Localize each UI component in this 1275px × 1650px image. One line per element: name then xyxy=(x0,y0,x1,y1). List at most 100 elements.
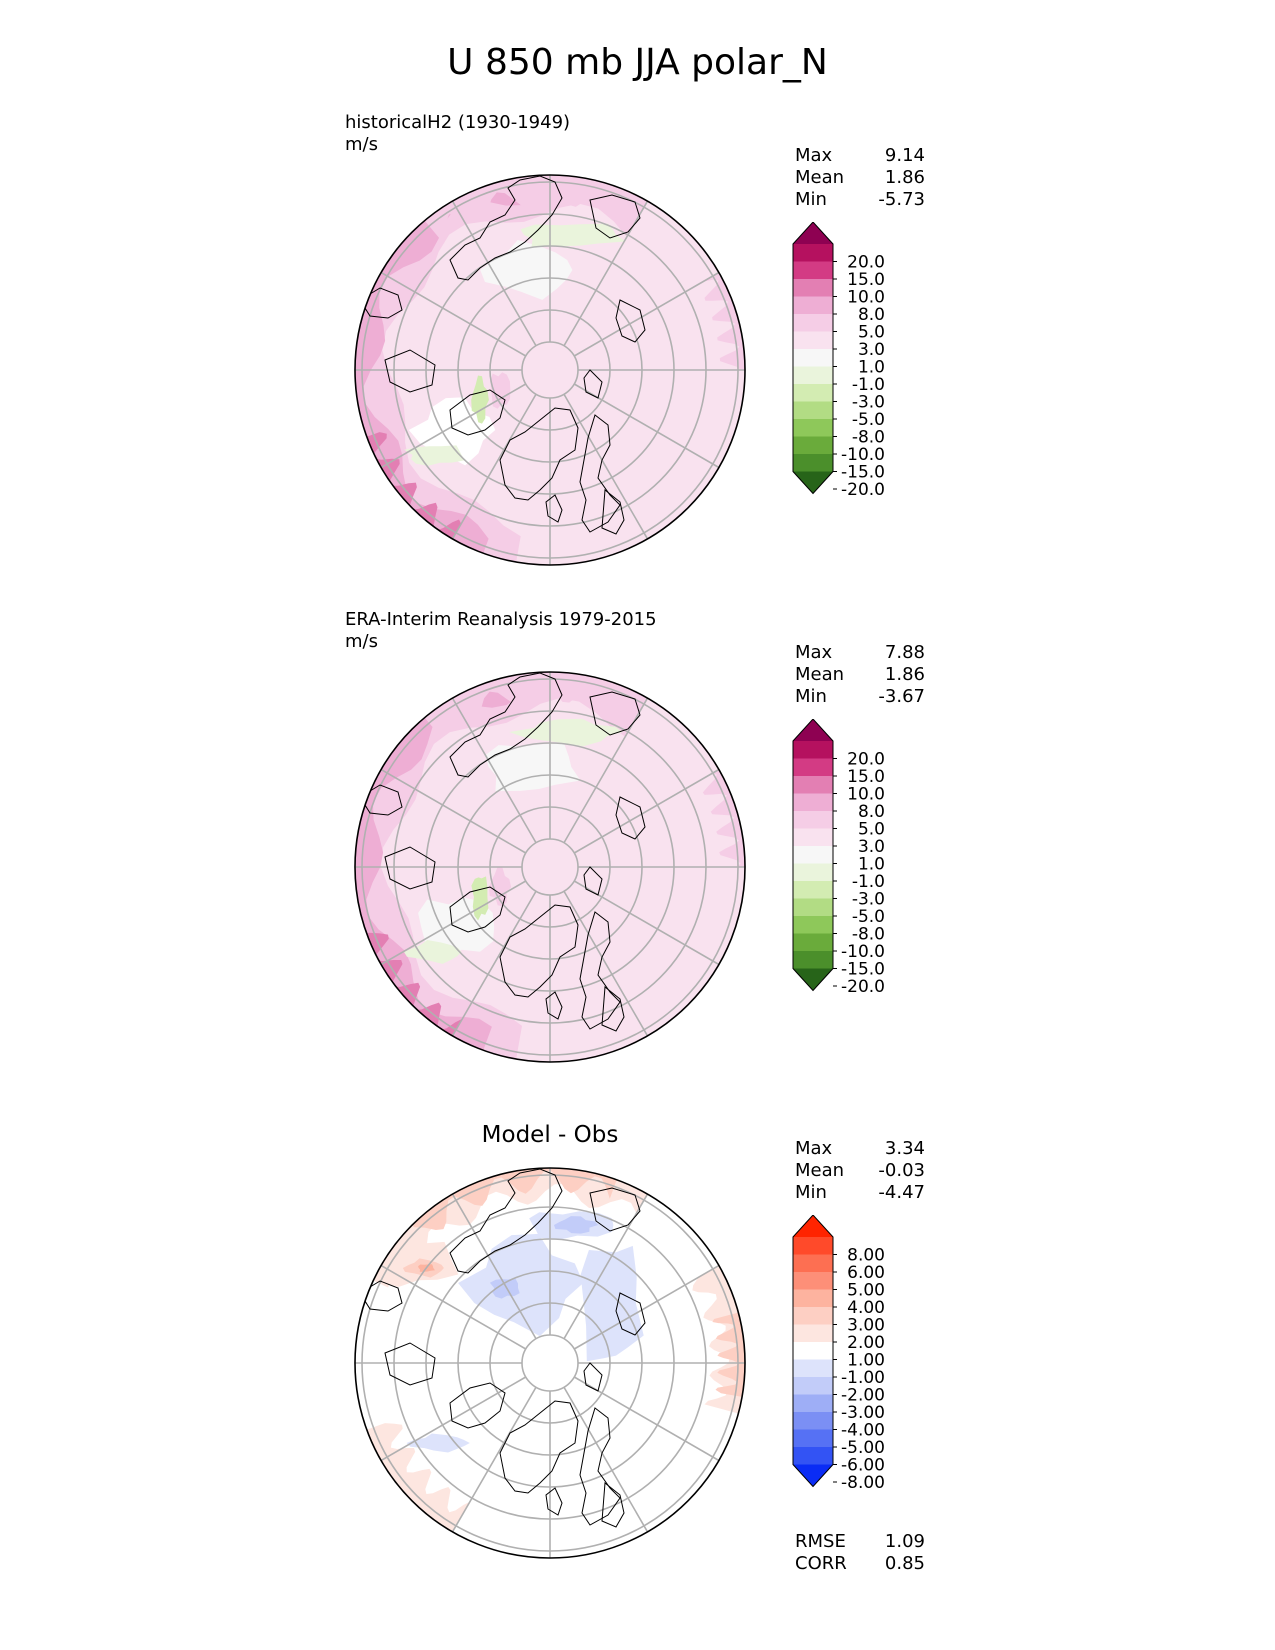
mean-label: Mean xyxy=(795,167,845,188)
stats-block: Max 3.34 Mean -0.03 Min -4.47 xyxy=(795,1138,925,1204)
contour-band xyxy=(362,932,463,1041)
colorbar-tick-label: 15.0 xyxy=(847,767,885,787)
panel-title: historicalH2 (1930-1949) m/s xyxy=(345,112,570,156)
metrics-block: RMSE 1.09 CORR 0.85 xyxy=(795,1531,925,1575)
colorbar: 20.015.010.08.05.03.01.0-1.0-3.0-5.0-8.0… xyxy=(792,222,885,500)
contour-band xyxy=(368,1168,650,1288)
colorbar-tick-label: -8.0 xyxy=(852,925,885,945)
contour-band xyxy=(355,672,745,1062)
colorbar-extend-bottom xyxy=(793,471,833,494)
contour-band xyxy=(489,1278,520,1299)
colorbar-tick-label: 3.0 xyxy=(858,340,885,360)
colorbar-segment xyxy=(793,758,833,777)
colorbar-segment xyxy=(793,454,833,472)
colorbar-extend-top xyxy=(793,222,833,244)
colorbar-tick-label: 20.0 xyxy=(847,750,885,770)
colorbar-tick-label: 10.0 xyxy=(847,288,885,308)
colorbar-tick-label: 1.0 xyxy=(858,855,885,875)
map-boundary xyxy=(354,1167,746,1559)
corr-value: 0.85 xyxy=(884,1553,925,1574)
contour-band xyxy=(404,445,466,466)
panel-center-title: Model - Obs xyxy=(481,1122,619,1148)
colorbar-segment xyxy=(793,349,833,367)
colorbar-tick-label: 15.0 xyxy=(847,270,885,290)
colorbar-segment xyxy=(793,1272,833,1290)
colorbar-segment xyxy=(793,881,833,899)
min-value: -3.67 xyxy=(878,686,925,707)
colorbar-tick-label: -10.0 xyxy=(841,445,885,465)
colorbar-segment xyxy=(793,1429,833,1448)
stats-block: Max 7.88 Mean 1.86 Min -3.67 xyxy=(795,642,925,708)
colorbar-tick-label: -10.0 xyxy=(841,942,885,962)
panel-title-line1: ERA-Interim Reanalysis 1979-2015 xyxy=(345,609,657,630)
colorbar-segment xyxy=(793,331,833,350)
colorbar-tick-label: -8.0 xyxy=(852,428,885,448)
colorbar-tick-label: 8.00 xyxy=(847,1246,885,1266)
polar-map xyxy=(354,174,746,566)
colorbar-tick-label: -5.00 xyxy=(841,1438,885,1458)
colorbar-segment xyxy=(793,296,833,315)
colorbar-segment xyxy=(793,1307,833,1325)
contour-band xyxy=(580,1245,644,1362)
colorbar-segment xyxy=(793,1324,833,1343)
colorbar-tick-label: 5.0 xyxy=(858,820,885,840)
colorbar-tick-label: -3.00 xyxy=(841,1403,885,1423)
max-label: Max xyxy=(795,642,833,663)
contour-band xyxy=(362,432,462,544)
contour-band xyxy=(509,718,623,747)
colorbar-tick-label: -8.00 xyxy=(841,1473,885,1493)
max-value: 7.88 xyxy=(884,642,925,663)
coastlines xyxy=(359,672,646,1032)
mean-value: -0.03 xyxy=(878,1160,925,1181)
colorbar-tick-label: 1.0 xyxy=(858,358,885,378)
panel-difference: Model - Obs Max 3.34 Mean -0.03 Min -4.47 8… xyxy=(0,0,1275,1574)
colorbar-tick-label: -3.0 xyxy=(852,393,885,413)
map-fill xyxy=(355,1168,745,1558)
colorbar: 20.015.010.08.05.03.01.0-1.0-3.0-5.0-8.0… xyxy=(792,719,885,997)
colorbar-segment xyxy=(793,384,833,402)
colorbar-tick-label: -3.0 xyxy=(852,890,885,910)
colorbar-segment xyxy=(793,811,833,829)
colorbar: 8.006.005.004.003.002.001.00-1.00-2.00-3… xyxy=(792,1215,885,1493)
contour-band xyxy=(471,375,489,424)
contour-band xyxy=(406,1433,470,1453)
colorbar-tick-label: 3.0 xyxy=(858,837,885,857)
colorbar-tick-label: -15.0 xyxy=(841,463,885,483)
colorbar-tick-label: -2.00 xyxy=(841,1386,885,1406)
max-label: Max xyxy=(795,1138,833,1159)
colorbar-segment xyxy=(793,793,833,812)
colorbar-segment xyxy=(793,1377,833,1395)
mean-value: 1.86 xyxy=(884,167,925,188)
colorbar-tick-label: 4.00 xyxy=(847,1298,885,1318)
colorbar-tick-label: -1.0 xyxy=(852,375,885,395)
colorbar-segment xyxy=(793,1412,833,1430)
colorbar-extend-top xyxy=(793,719,833,741)
mean-label: Mean xyxy=(795,664,845,685)
colorbar-tick-label: 8.0 xyxy=(858,305,885,325)
contour-band xyxy=(404,940,462,964)
contour-band xyxy=(355,175,745,565)
colorbar-tick-label: -1.0 xyxy=(852,872,885,892)
min-label: Min xyxy=(795,1182,827,1203)
colorbar-segment xyxy=(793,933,833,952)
colorbar-tick-label: -5.0 xyxy=(852,907,885,927)
colorbar-segment xyxy=(793,314,833,332)
colorbar-segment xyxy=(793,846,833,864)
min-label: Min xyxy=(795,189,827,210)
corr-label: CORR xyxy=(795,1553,847,1574)
min-value: -4.47 xyxy=(878,1182,925,1203)
colorbar-tick-label: 10.0 xyxy=(847,785,885,805)
max-value: 3.34 xyxy=(884,1138,925,1159)
colorbar-tick-label: 2.00 xyxy=(847,1333,885,1353)
colorbar-segment xyxy=(793,1359,833,1378)
colorbar-tick-label: 5.0 xyxy=(858,323,885,343)
max-label: Max xyxy=(795,145,833,166)
panel-units: m/s xyxy=(345,134,378,155)
colorbar-extend-top xyxy=(793,1215,833,1237)
panel-reference: ERA-Interim Reanalysis 1979-2015 m/s Max… xyxy=(0,0,1275,1063)
contour-band xyxy=(703,270,745,370)
colorbar-tick-label: -1.00 xyxy=(841,1368,885,1388)
colorbar-tick-label: 5.00 xyxy=(847,1281,885,1301)
colorbar-segment xyxy=(793,863,833,882)
colorbar-segment xyxy=(793,898,833,917)
